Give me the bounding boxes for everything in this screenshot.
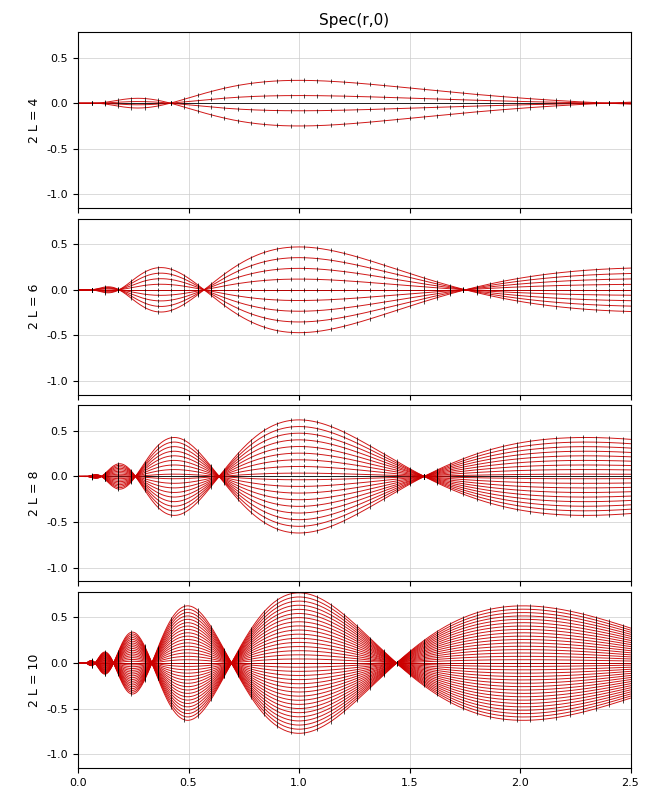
Y-axis label: 2 L = 4: 2 L = 4 (28, 98, 41, 142)
Title: Spec(r,0): Spec(r,0) (319, 13, 389, 28)
Y-axis label: 2 L = 6: 2 L = 6 (28, 284, 41, 330)
Y-axis label: 2 L = 8: 2 L = 8 (28, 470, 41, 516)
Y-axis label: 2 L = 10: 2 L = 10 (28, 654, 41, 706)
